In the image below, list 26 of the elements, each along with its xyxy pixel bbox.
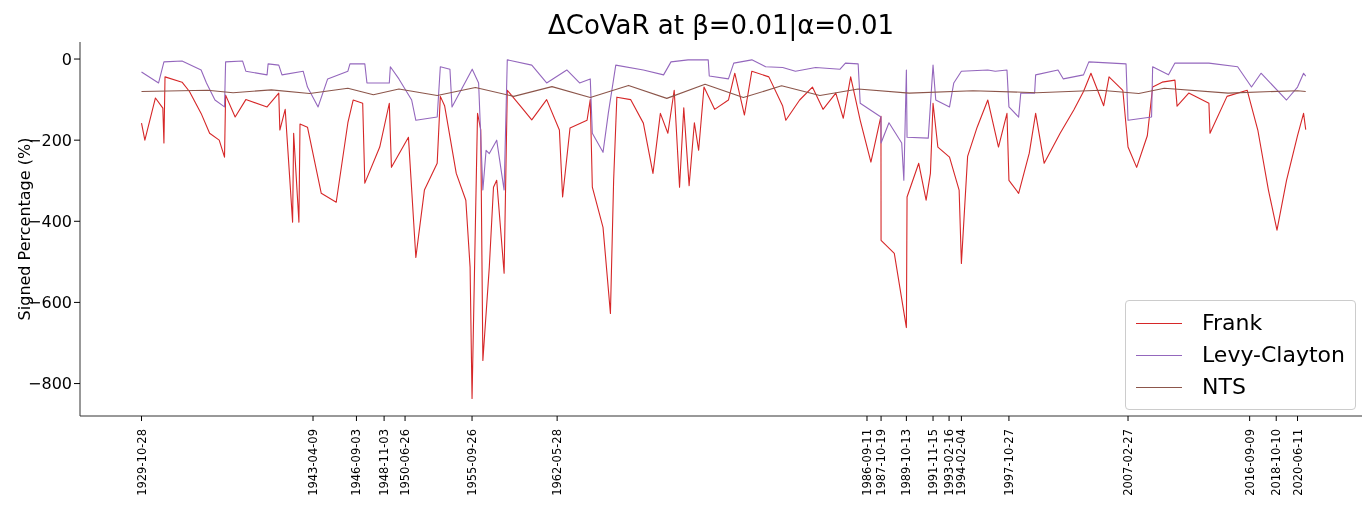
- chart-title: ΔCoVaR at β=0.01|α=0.01: [546, 10, 896, 40]
- y-tick-label: 0: [61, 49, 72, 69]
- x-tick-label: 1989-10-13: [899, 429, 914, 496]
- legend-label: Levy-Clayton: [1202, 341, 1345, 369]
- legend-label: NTS: [1202, 373, 1246, 401]
- line-series: [140, 83, 1307, 99]
- x-tick-label: 1991-11-15: [926, 429, 941, 496]
- x-tick-label: 2018-10-10: [1269, 429, 1284, 496]
- x-tick-label: 1929-10-28: [134, 429, 149, 496]
- x-tick-label: 1997-10-27: [1001, 429, 1016, 496]
- x-tick-label: 1986-09-11: [859, 429, 874, 496]
- x-tick-label: 1950-06-26: [398, 429, 413, 496]
- x-tick-label: 1962-05-28: [550, 429, 565, 496]
- x-tick-label: 1993-02-16: [942, 429, 957, 496]
- x-tick-label: 1943-04-09: [306, 429, 321, 496]
- x-tick-label: 1987-10-19: [874, 429, 889, 496]
- x-tick-label: 2007-02-27: [1121, 429, 1136, 496]
- legend-label: Frank: [1202, 309, 1263, 337]
- x-tick-label: 1994-02-04: [954, 429, 969, 496]
- x-tick-label: 2016-09-09: [1242, 429, 1257, 496]
- x-tick-label: 1948-11-03: [377, 429, 392, 496]
- x-tick-label: 1955-09-26: [465, 429, 480, 496]
- line-series: [140, 59, 1307, 191]
- x-tick-label: 2020-06-11: [1290, 429, 1305, 496]
- y-tick-label: −800: [28, 374, 72, 394]
- x-tick-label: 1946-09-03: [349, 429, 364, 496]
